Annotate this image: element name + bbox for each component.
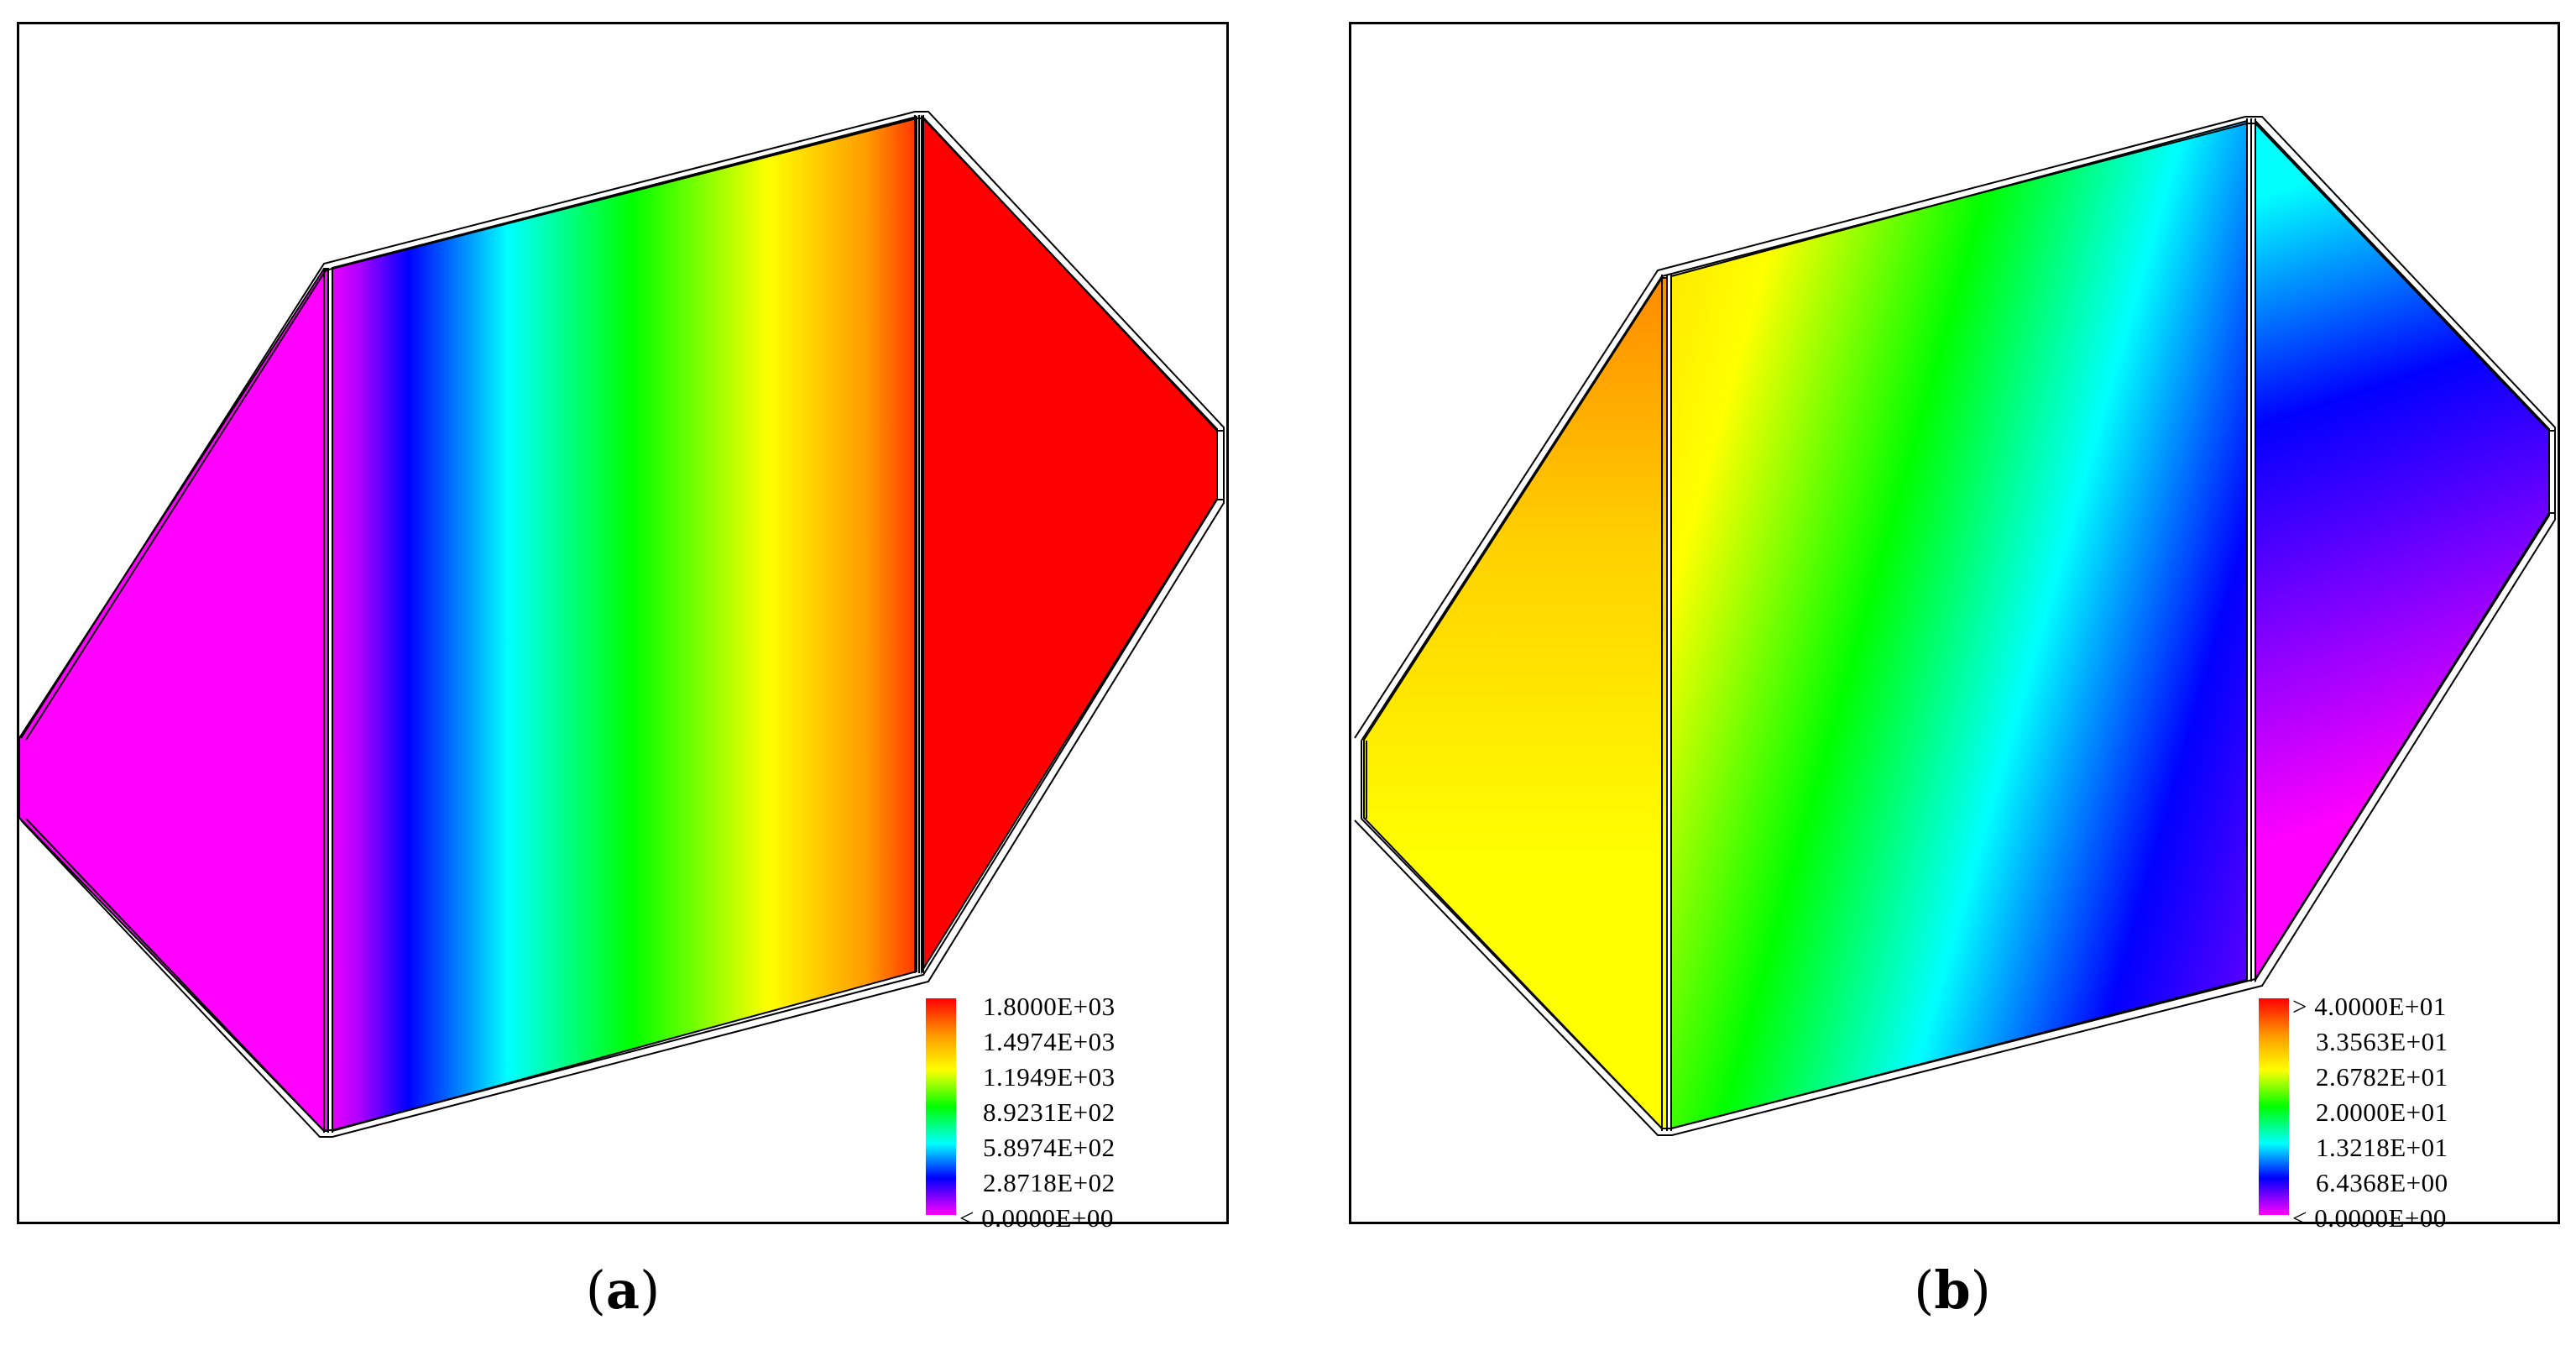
boundary-lines-a: [20, 111, 1225, 1138]
contour-panel-b: > 4.0000E+01 3.3563E+01 2.6782E+01 2.000…: [1349, 22, 2560, 1233]
region-left-b: [1363, 277, 1668, 1129]
contour-plot-b: [1354, 116, 2556, 1136]
color-legend-b: > 4.0000E+01 3.3563E+01 2.6782E+01 2.000…: [2259, 992, 2561, 1235]
legend-label: < 0.0000E+00: [2292, 1203, 2447, 1233]
legend-label: 8.9231E+02: [983, 1097, 1116, 1127]
legend-label: 1.1949E+03: [983, 1062, 1116, 1092]
legend-label: 2.6782E+01: [2316, 1062, 2448, 1092]
legend-label: 1.3218E+01: [2316, 1133, 2448, 1162]
legend-colorbar-b: [2259, 998, 2289, 1215]
legend-label: > 4.0000E+01: [2292, 992, 2447, 1021]
caption-letter: a: [605, 1259, 640, 1321]
legend-label: 6.4368E+00: [2316, 1168, 2448, 1197]
contour-panel-a: 1.8000E+03 1.4974E+03 1.1949E+03 8.9231E…: [17, 22, 1229, 1233]
region-left-a: [19, 268, 329, 1132]
legend-label: 1.8000E+03: [983, 992, 1116, 1021]
region-right-b: [2255, 118, 2550, 983]
legend-label: 2.0000E+01: [2316, 1097, 2448, 1127]
legend-colorbar-a: [926, 998, 956, 1215]
color-legend-a: 1.8000E+03 1.4974E+03 1.1949E+03 8.9231E…: [926, 992, 1228, 1235]
panel-caption-a: (a): [585, 1259, 661, 1321]
region-middle-a: [332, 115, 917, 1133]
legend-label: 5.8974E+02: [983, 1133, 1116, 1162]
contour-plot-a: [19, 111, 1225, 1138]
legend-label: 2.8718E+02: [983, 1168, 1116, 1197]
panel-caption-b: (b): [1914, 1259, 1991, 1321]
boundary-lines-b: [1354, 116, 2556, 1136]
legend-label: 3.3563E+01: [2316, 1027, 2448, 1056]
region-right-a: [921, 114, 1218, 975]
legend-label: 1.4974E+03: [983, 1027, 1116, 1056]
legend-label: < 0.0000E+00: [959, 1203, 1114, 1233]
region-middle-b: [1670, 119, 2248, 1130]
caption-letter: b: [1934, 1259, 1971, 1321]
